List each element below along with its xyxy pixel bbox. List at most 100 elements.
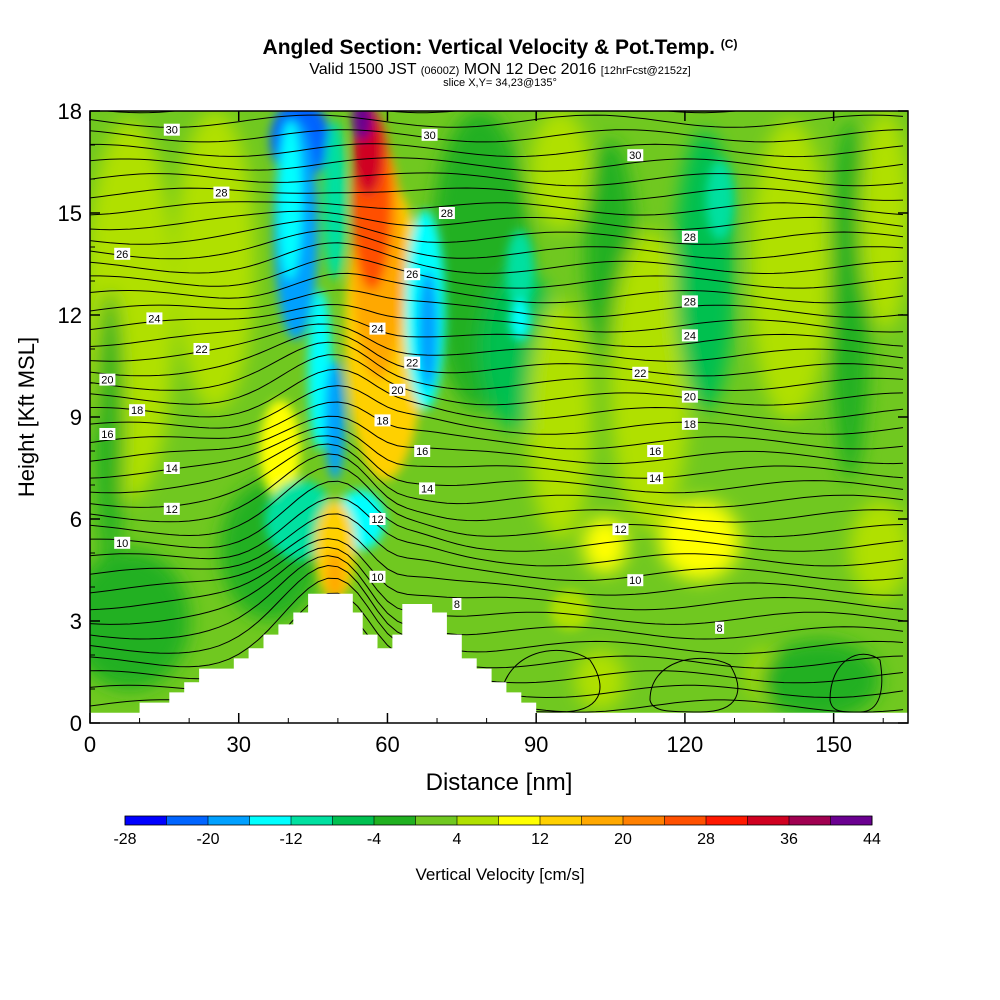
- isentrope-line: [90, 314, 904, 348]
- x-tick-label: 150: [815, 732, 852, 757]
- y-axis-label: Height [Kft MSL]: [14, 337, 39, 497]
- isentrope-line: [90, 415, 904, 465]
- contour-label-text: 16: [416, 446, 428, 458]
- contour-label: 24: [681, 329, 698, 342]
- contour-label: 16: [647, 445, 664, 458]
- colorbar-swatch: [332, 816, 375, 825]
- contour-label-text: 30: [166, 125, 178, 137]
- contour-label: 28: [681, 295, 698, 308]
- x-axis-label: Distance [nm]: [426, 769, 573, 796]
- isentrope-line: [829, 653, 883, 713]
- contour-label-text: 14: [421, 483, 433, 495]
- contour-label: 20: [99, 373, 116, 387]
- isentrope-line: [90, 546, 904, 625]
- y-tick-label: 0: [70, 711, 82, 736]
- isentrope-line: [90, 157, 904, 172]
- contour-label-text: 12: [614, 524, 626, 536]
- colorbar-swatch: [166, 816, 209, 825]
- chart-subtitle: Valid 1500 JST (0600Z) MON 12 Dec 2016 […: [0, 61, 1000, 79]
- slice-label: slice X,Y= 34,23@135°: [443, 77, 557, 89]
- contour-label-text: 16: [101, 429, 113, 441]
- contour-label-text: 20: [391, 385, 403, 397]
- contour-label: 26: [404, 268, 421, 281]
- isentrope-line: [90, 143, 904, 158]
- isentrope-line: [90, 513, 904, 581]
- isentrope-line: [90, 401, 904, 450]
- contour-label: 20: [389, 383, 406, 397]
- contour-labels: 30 30 30 28 28 28 28 26 26 24 24 24 22 22 22 20 20 20 18 18…: [99, 123, 725, 635]
- isentrope-line: [90, 435, 904, 494]
- y-tick-label: 12: [58, 303, 82, 328]
- colorbar-swatch: [415, 816, 458, 825]
- valid-prefix: Valid 1500 JST: [309, 61, 417, 78]
- contour-label: 8: [452, 598, 462, 611]
- contour-label: 28: [681, 230, 698, 244]
- colorbar-tick-label: -20: [196, 831, 219, 848]
- colorbar-swatch: [664, 816, 707, 825]
- isentrope-line: [90, 527, 904, 596]
- colorbar-swatch: [374, 816, 416, 825]
- colorbar-swatch: [747, 816, 790, 825]
- colorbar: -28 -20 -12 -4 4 12 20 28 36 44: [113, 815, 881, 848]
- contour-label: 28: [438, 207, 455, 220]
- colorbar-tick-label: -28: [113, 831, 136, 848]
- isentrope-line: [90, 443, 904, 508]
- colorbar-tick-label: 36: [780, 831, 798, 848]
- colorbar-swatch: [291, 816, 333, 825]
- colorbar-tick-label: 20: [614, 831, 632, 848]
- isentrope-line: [90, 453, 904, 523]
- x-tick-label: 60: [375, 732, 399, 757]
- contour-label: 22: [404, 356, 421, 370]
- terrain-mask: [90, 593, 908, 723]
- potential-temperature-contours: [90, 111, 904, 713]
- contour-label-text: 10: [629, 575, 641, 587]
- contour-label-text: 10: [116, 538, 128, 550]
- contour-label: 10: [369, 570, 386, 584]
- contour-label-text: 16: [649, 446, 661, 458]
- contour-label: 10: [114, 536, 131, 550]
- contour-label: 18: [681, 417, 698, 431]
- contour-label: 20: [681, 390, 698, 404]
- contour-label: 16: [414, 445, 431, 458]
- contour-label: 12: [369, 513, 386, 526]
- contour-label: 14: [647, 472, 664, 485]
- isentrope-line: [90, 555, 904, 640]
- contour-label-text: 10: [371, 572, 383, 584]
- terrain-shape: [90, 593, 908, 723]
- axes: 0 30 60 90 120 150 0 3 6 9 12 15 18: [58, 99, 908, 757]
- contour-label-text: 30: [629, 150, 641, 162]
- isentrope-line: [90, 210, 904, 231]
- isentrope-line: [90, 331, 904, 377]
- contour-label-text: 26: [406, 269, 418, 281]
- colorbar-tick-label: -4: [367, 831, 381, 848]
- colorbar-swatch: [789, 816, 831, 825]
- contour-label: 10: [627, 574, 644, 587]
- contour-label: 12: [612, 523, 629, 536]
- valid-date: MON 12 Dec 2016: [463, 61, 597, 78]
- x-tick-label: 120: [667, 732, 704, 757]
- isentrope-line: [90, 114, 904, 128]
- isentrope-line: [90, 256, 904, 289]
- y-tick-label: 18: [58, 99, 82, 124]
- isentrope-line: [90, 385, 904, 435]
- isentrope-line: [90, 303, 904, 333]
- chart-title: Angled Section: Vertical Velocity & Pot.…: [0, 36, 1000, 60]
- colorbar-swatch: [498, 816, 541, 825]
- contour-label-text: 22: [406, 358, 418, 370]
- contour-label-text: 8: [717, 623, 723, 635]
- isentrope-line: [90, 341, 904, 392]
- contour-label-text: 22: [195, 344, 207, 356]
- isentrope-line: [90, 129, 904, 143]
- isentrope-line: [90, 538, 904, 611]
- isentrope-line: [90, 201, 904, 216]
- colorbar-tick-label: 4: [453, 831, 462, 848]
- colorbar-tick-label: 28: [697, 831, 715, 848]
- isentrope-line: [90, 172, 904, 187]
- contour-label: 30: [163, 123, 180, 137]
- contour-label: 22: [632, 366, 649, 380]
- contour-label: 18: [129, 404, 146, 417]
- colorbar-swatch: [581, 816, 624, 825]
- contour-label-text: 26: [116, 249, 128, 261]
- colorbar-swatch: [623, 816, 665, 825]
- colorbar-swatch: [249, 816, 292, 825]
